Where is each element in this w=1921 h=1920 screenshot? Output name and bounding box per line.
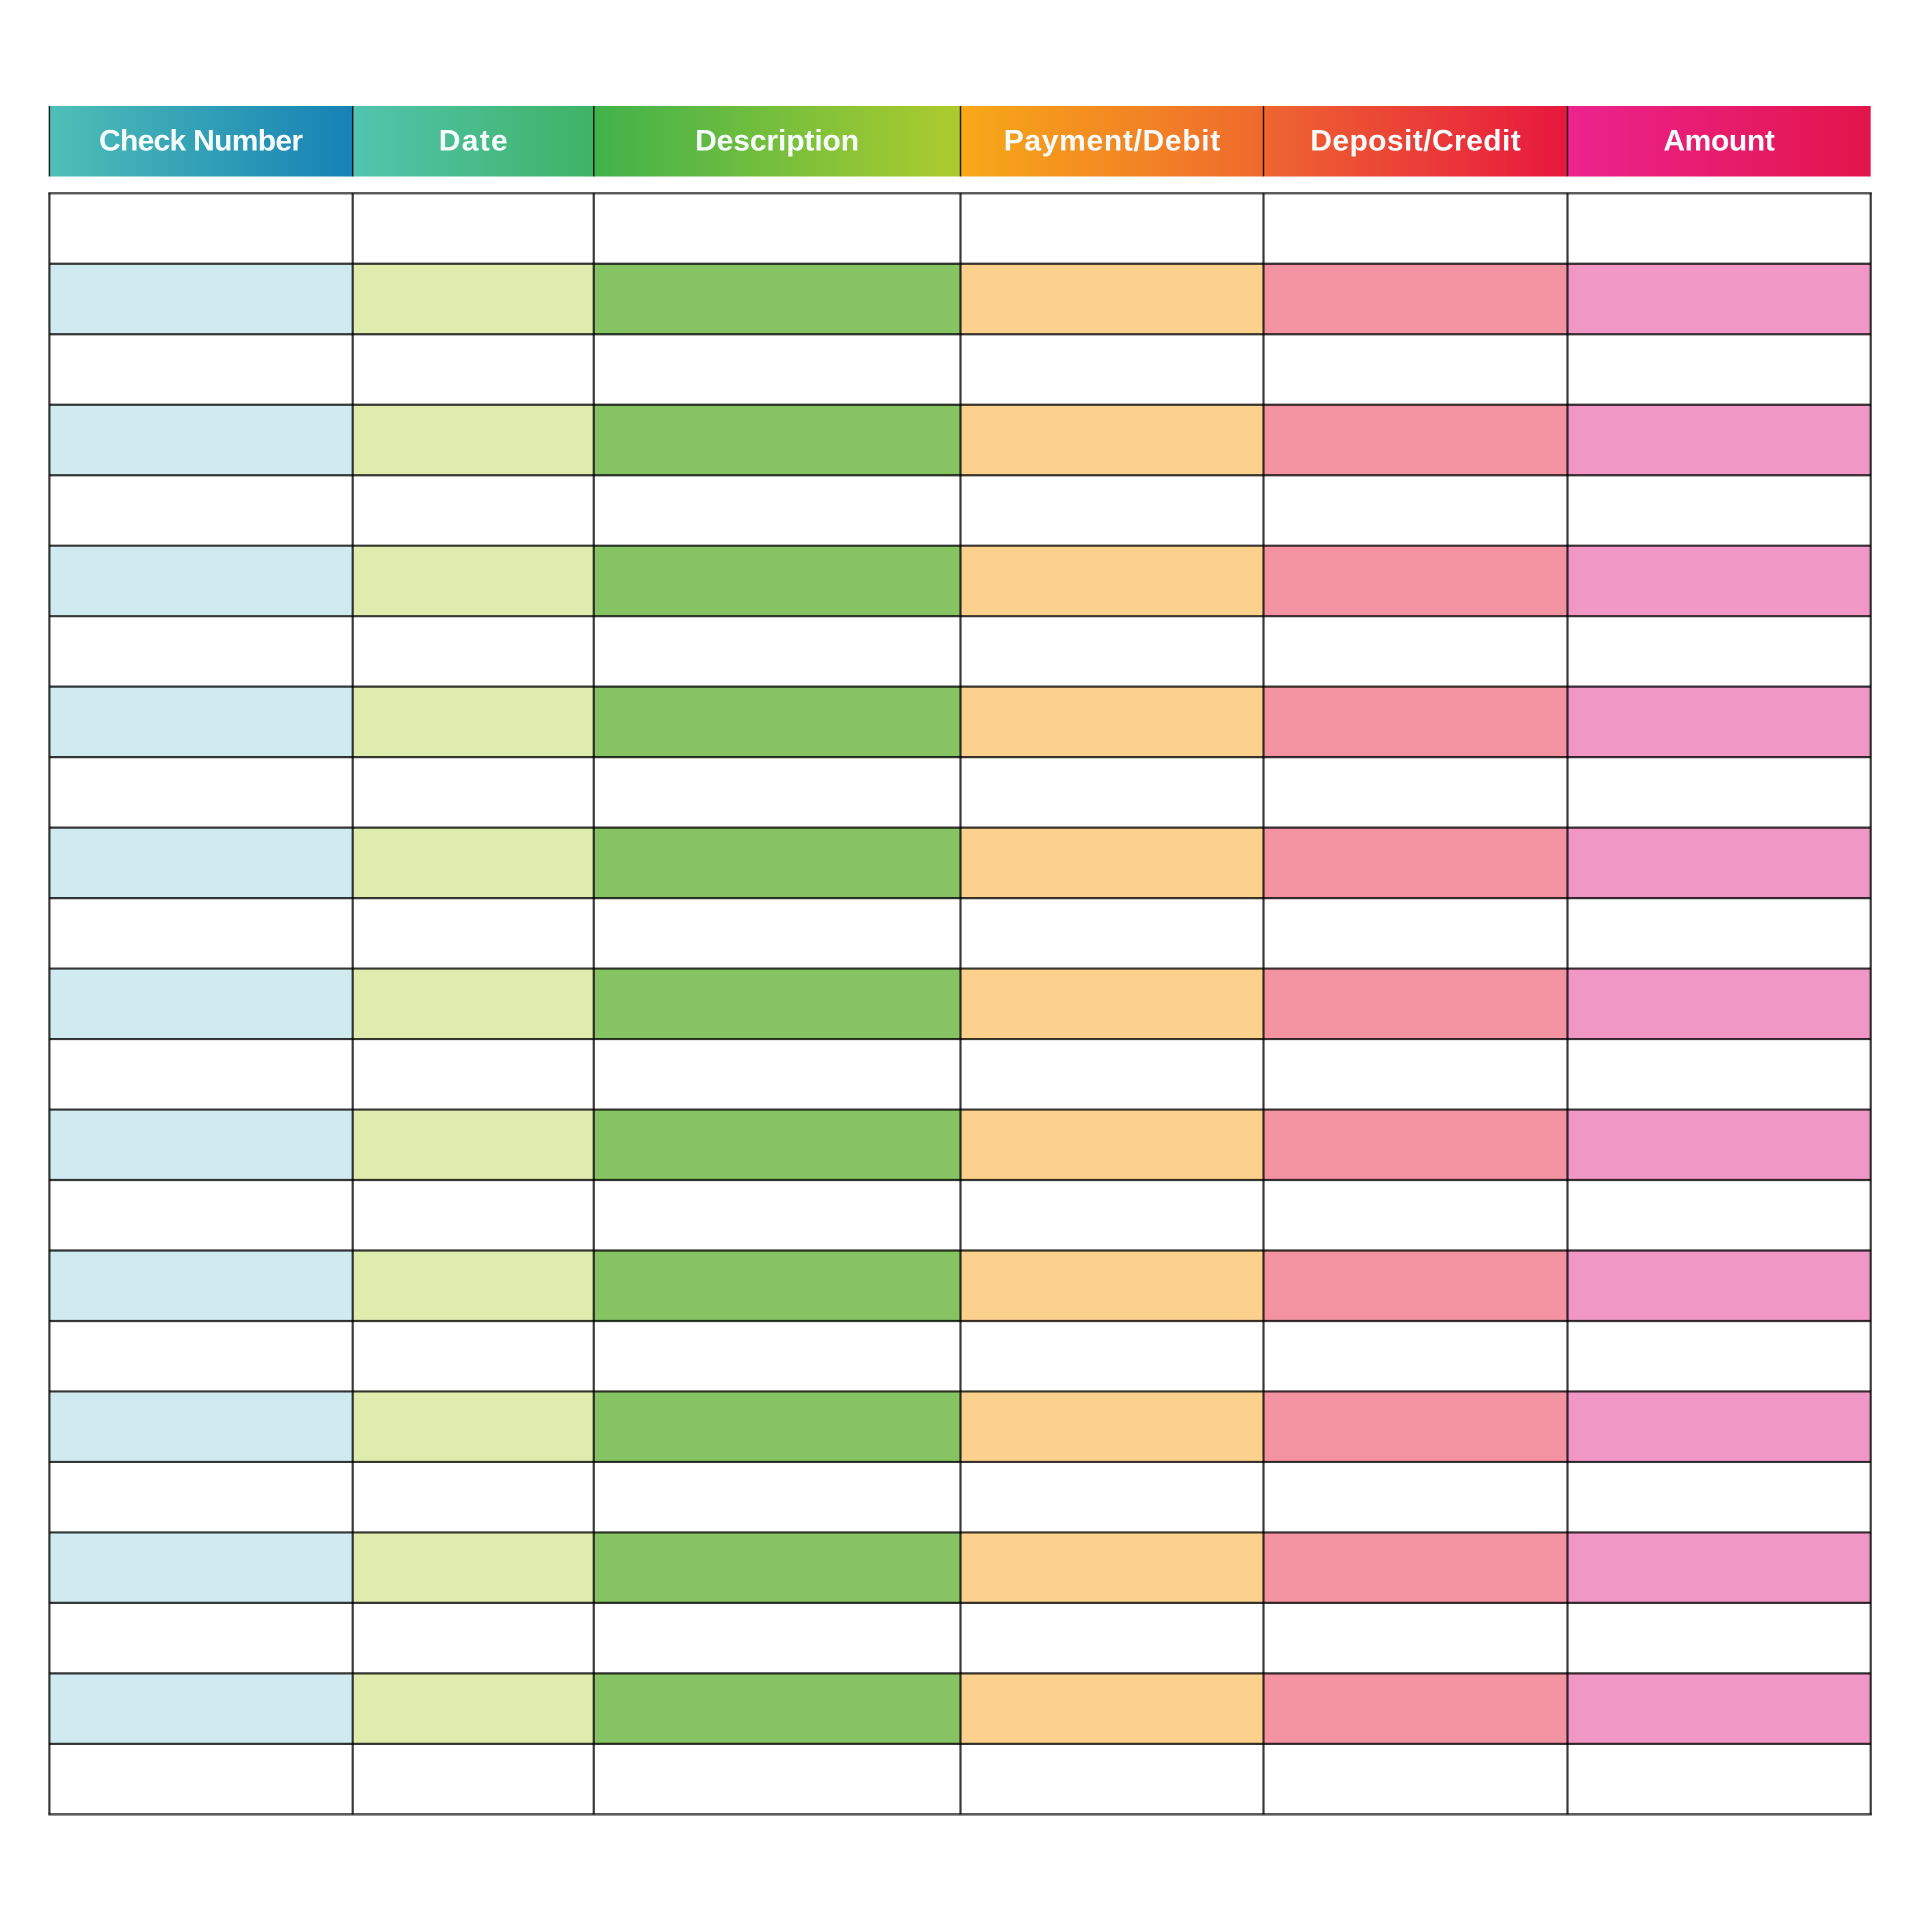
svg-text:Check Number: Check Number	[99, 125, 303, 158]
svg-text:Deposit/Credit: Deposit/Credit	[1310, 125, 1521, 158]
svg-text:Date: Date	[439, 125, 508, 158]
svg-text:Payment/Debit: Payment/Debit	[1004, 125, 1221, 158]
svg-text:Description: Description	[695, 125, 859, 158]
svg-text:Amount: Amount	[1663, 125, 1775, 158]
